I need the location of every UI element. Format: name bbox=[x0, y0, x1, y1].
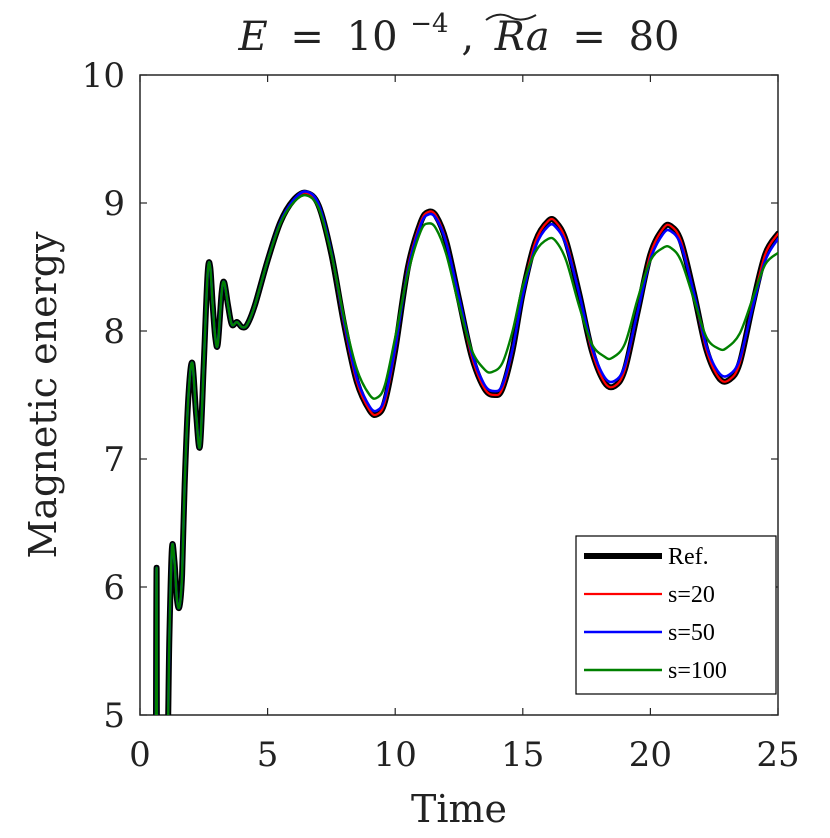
y-tick-label: 7 bbox=[103, 440, 125, 480]
legend-box bbox=[575, 535, 777, 695]
title-base: 10 bbox=[347, 14, 398, 60]
title-equals-2: = bbox=[572, 14, 606, 60]
y-tick-label: 6 bbox=[103, 568, 125, 608]
x-axis-label: Time bbox=[411, 787, 507, 831]
chart-title: E = 10 −4 , Ra = 80 bbox=[237, 0, 679, 60]
legend: Ref. s=20 s=50 s=100 bbox=[575, 535, 777, 695]
y-tick-label: 8 bbox=[103, 312, 125, 352]
x-tick-label: 15 bbox=[501, 735, 544, 775]
y-tick-label: 5 bbox=[103, 696, 125, 736]
legend-label-s-100: s=100 bbox=[668, 658, 727, 684]
title-ra-value: 80 bbox=[629, 14, 680, 60]
title-e-symbol: E bbox=[237, 14, 267, 60]
x-tick-label: 5 bbox=[257, 735, 279, 775]
legend-label-s-50: s=50 bbox=[668, 620, 715, 646]
title-ra-symbol: Ra bbox=[494, 14, 550, 60]
x-tick-label: 20 bbox=[629, 735, 672, 775]
y-tick-label: 9 bbox=[103, 184, 125, 224]
title-comma: , bbox=[461, 14, 474, 60]
series-lines bbox=[153, 189, 778, 715]
series-line-s-100 bbox=[154, 194, 778, 715]
x-tick-label: 0 bbox=[129, 735, 151, 775]
title-tilde-accent bbox=[485, 13, 537, 21]
x-tick-label: 10 bbox=[374, 735, 417, 775]
title-exponent: −4 bbox=[410, 9, 448, 39]
legend-label-s-20: s=20 bbox=[668, 582, 715, 608]
y-axis-label: Magnetic energy bbox=[21, 231, 65, 559]
title-equals-1: = bbox=[290, 14, 324, 60]
legend-label-ref: Ref. bbox=[668, 544, 709, 570]
x-tick-label: 25 bbox=[756, 735, 799, 775]
y-tick-label: 10 bbox=[82, 56, 125, 96]
